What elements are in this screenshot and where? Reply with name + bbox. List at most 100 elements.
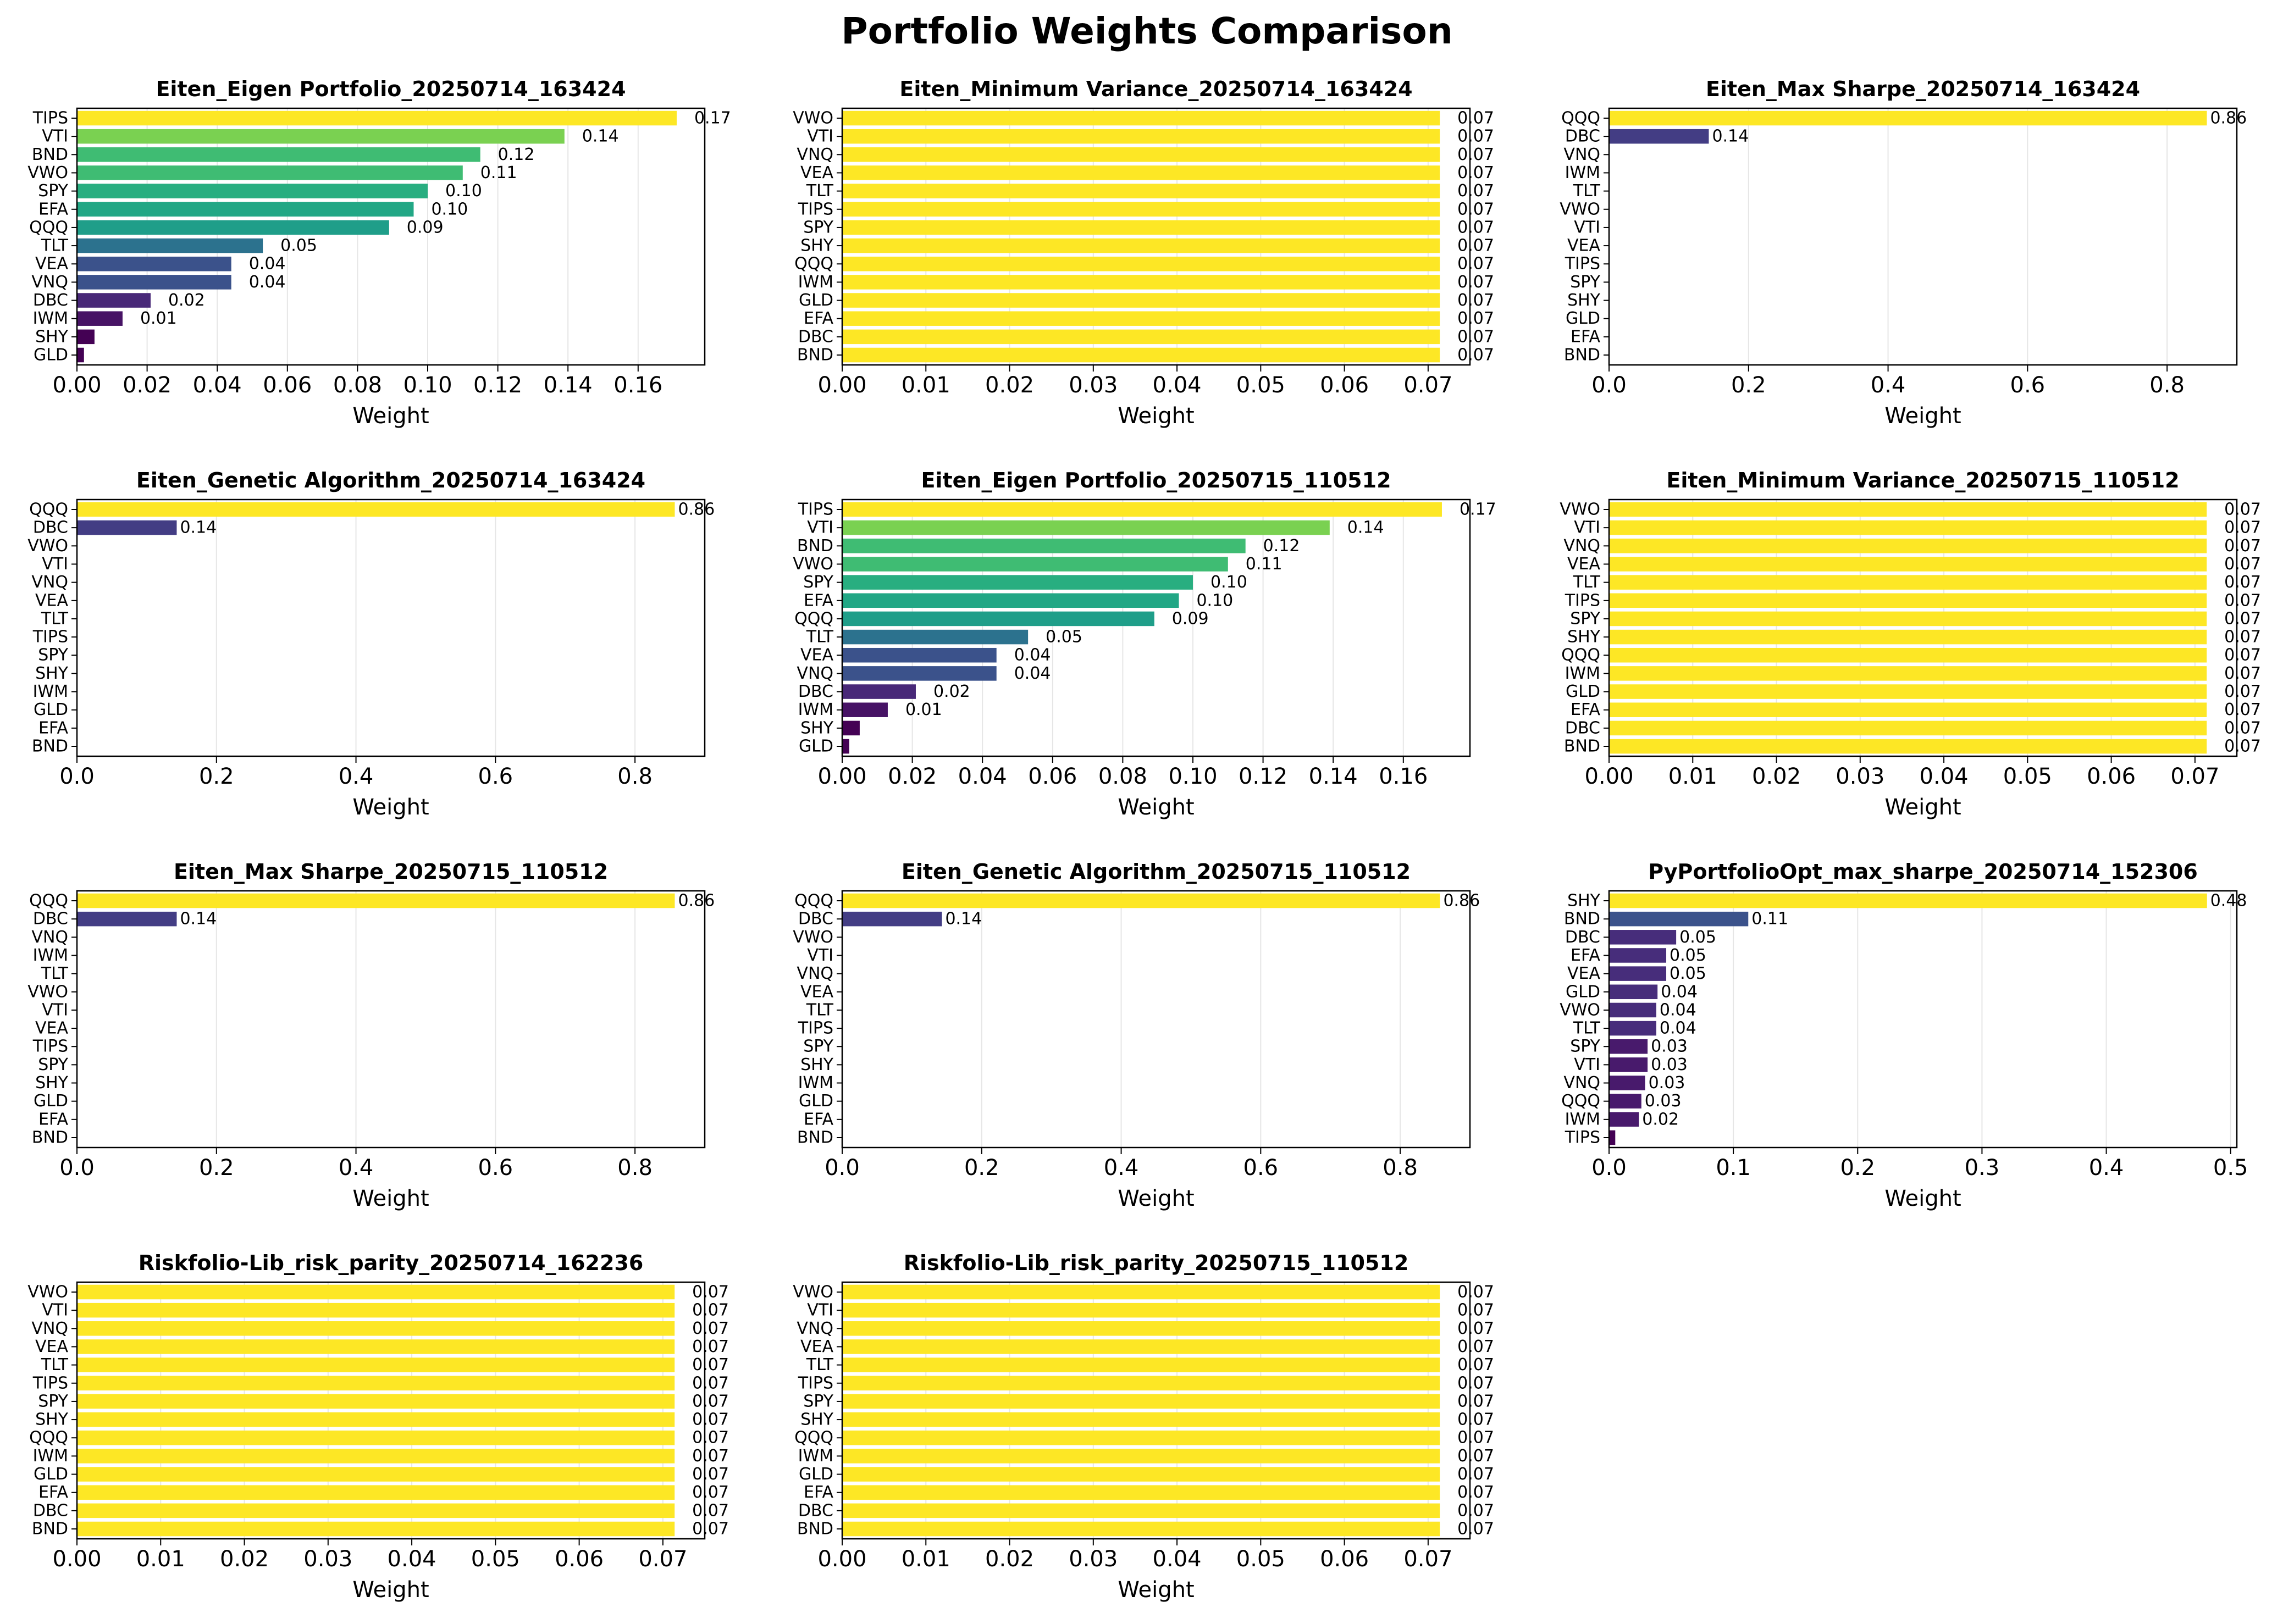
bar [1609, 911, 1749, 927]
bar [1609, 984, 1658, 1000]
bar [77, 1376, 675, 1391]
ytick-label: VWO [27, 1283, 68, 1302]
xtick-label: 0.04 [958, 764, 1007, 789]
ytick-label: VNQ [1563, 145, 1600, 164]
ytick-label: TLT [806, 1355, 834, 1374]
ytick-label: QQQ [29, 218, 68, 237]
ytick-label: EFA [1571, 700, 1600, 719]
data-label: 0.02 [933, 682, 970, 701]
data-label: 0.07 [1457, 1520, 1494, 1539]
xtick-label: 0.07 [1403, 373, 1452, 398]
ytick-label: VTI [807, 127, 833, 146]
ytick-label: TLT [1573, 181, 1601, 201]
bar [842, 502, 1442, 517]
data-label: 0.86 [678, 891, 715, 911]
data-label: 0.07 [692, 1301, 729, 1320]
xtick-label: 0.06 [555, 1547, 604, 1572]
ytick-label: QQQ [1561, 1091, 1600, 1111]
ytick-label: IWM [33, 309, 68, 328]
ytick-label: TIPS [798, 199, 833, 219]
bar [842, 275, 1440, 290]
bar [1609, 893, 2207, 908]
xtick-label: 0.16 [1379, 764, 1428, 789]
chart-title: PyPortfolioOpt_max_sharpe_20250714_15230… [1648, 860, 2198, 884]
axes-frame [1608, 890, 2238, 1149]
data-label: 0.14 [180, 518, 217, 537]
ytick-label: EFA [804, 1110, 833, 1129]
bar [842, 1449, 1440, 1464]
xtick-label: 0.02 [123, 373, 172, 398]
axes-frame [76, 107, 706, 366]
xtick-label: 0.5 [2213, 1155, 2248, 1180]
ytick-label: IWM [1565, 163, 1600, 182]
xtick-label: 0.01 [1668, 764, 1717, 789]
data-label: 0.04 [249, 254, 286, 274]
ytick-label: GLD [1566, 982, 1600, 1001]
ytick-label: VNQ [797, 145, 833, 164]
bar [842, 256, 1440, 271]
data-label: 0.07 [2224, 500, 2261, 519]
bar [842, 293, 1440, 308]
bar [842, 1321, 1440, 1336]
chart-panel: QQQ 0.86 DBC 0.14 VNQIWMTLTVWOVTIVEATIPSSPYS… [1560, 77, 2247, 429]
ytick-label: DBC [798, 682, 833, 701]
ytick-label: VEA [1567, 555, 1600, 574]
data-label: 0.07 [1457, 1301, 1494, 1320]
bar [842, 593, 1179, 608]
xtick-label: 0.00 [1584, 764, 1633, 789]
ytick-label: QQQ [29, 891, 68, 911]
bar [77, 256, 231, 271]
ytick-label: GLD [34, 1091, 68, 1111]
bar [1609, 110, 2207, 126]
bar [1609, 647, 2207, 663]
bar [842, 147, 1440, 162]
bar [77, 238, 263, 253]
ytick-label: GLD [799, 291, 833, 310]
ytick-label: VNQ [31, 273, 68, 292]
ytick-label: IWM [1565, 1110, 1600, 1129]
bar [842, 238, 1440, 253]
data-label: 0.86 [2210, 109, 2247, 128]
data-label: 0.01 [905, 700, 942, 719]
xtick-label: 0.02 [1752, 764, 1801, 789]
xtick-label: 0.2 [199, 764, 234, 789]
ytick-label: EFA [1571, 946, 1600, 965]
data-label: 0.07 [1457, 1465, 1494, 1484]
data-label: 0.09 [1172, 609, 1209, 628]
bar [842, 220, 1440, 235]
bar [77, 184, 428, 198]
data-label: 0.07 [1457, 145, 1494, 164]
bar [77, 1485, 675, 1500]
bar [77, 1394, 675, 1409]
bar [842, 129, 1440, 144]
bar [842, 611, 1154, 627]
data-label: 0.12 [498, 145, 535, 164]
bar [77, 329, 95, 345]
axes-frame [1608, 107, 2238, 366]
data-label: 0.07 [692, 1501, 729, 1520]
ytick-label: VNQ [31, 573, 68, 592]
ytick-label: SHY [1567, 628, 1601, 647]
ytick-label: VWO [27, 163, 68, 182]
ytick-label: VTI [1574, 218, 1600, 237]
bar [842, 1467, 1440, 1482]
data-label: 0.03 [1651, 1037, 1688, 1056]
bar [77, 1467, 675, 1482]
data-label: 0.10 [1196, 591, 1233, 610]
bar [77, 293, 151, 308]
data-label: 0.10 [431, 199, 468, 219]
bar [1609, 629, 2207, 645]
data-label: 0.03 [1651, 1055, 1688, 1074]
data-label: 0.07 [2224, 573, 2261, 592]
data-label: 0.07 [1457, 1501, 1494, 1520]
bar [842, 329, 1440, 345]
ytick-label: VTI [42, 1000, 68, 1019]
x-axis-label: Weight [1118, 403, 1194, 429]
data-label: 0.04 [1014, 646, 1051, 665]
ytick-label: QQQ [29, 1428, 68, 1448]
ytick-label: VEA [800, 982, 833, 1001]
ytick-label: SPY [1570, 273, 1600, 292]
ytick-label: SHY [1567, 891, 1601, 911]
bar [1609, 666, 2207, 681]
ytick-label: SHY [35, 1410, 69, 1429]
